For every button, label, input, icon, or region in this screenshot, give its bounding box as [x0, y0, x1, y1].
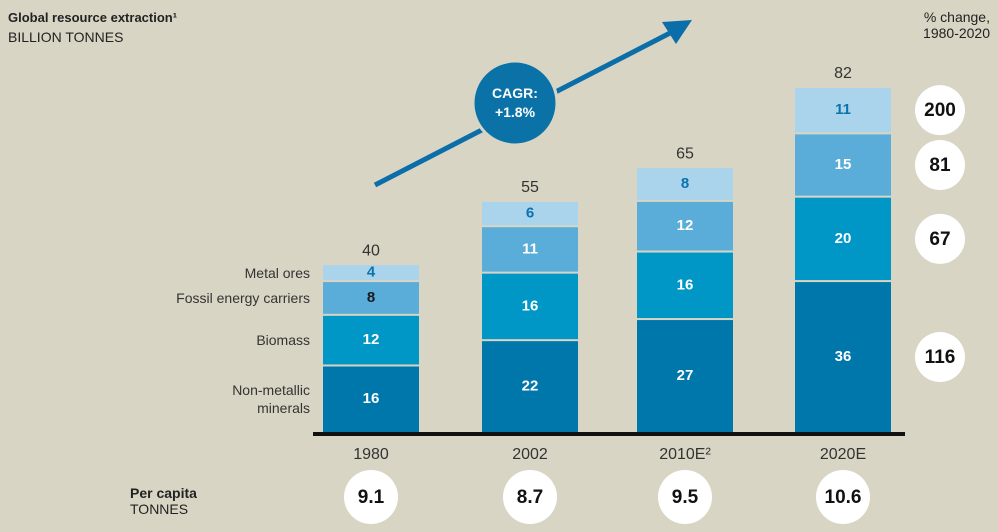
bar-segment: [795, 134, 891, 196]
per-capita-value: 9.5: [672, 487, 699, 508]
total-label: 55: [521, 179, 539, 196]
per-capita-value: 8.7: [517, 487, 543, 508]
total-label: 65: [676, 145, 694, 162]
bar-segment: [482, 341, 578, 432]
segment-label: 11: [522, 240, 538, 257]
per-capita-circle: [344, 470, 398, 524]
per-capita-circle: [816, 470, 870, 524]
cagr-circle: [471, 59, 559, 147]
change-circle: [915, 85, 965, 136]
segment-label: 4: [367, 264, 376, 281]
segment-label: 20: [835, 230, 852, 247]
chart-title: Global resource extraction¹: [8, 10, 178, 25]
legend-label: Fossil energy carriers: [176, 289, 310, 306]
x-tick-label: 2020E: [820, 446, 866, 463]
x-tick-label: 1980: [353, 446, 389, 463]
per-capita-label: Per capita: [130, 485, 197, 501]
segment-label: 15: [835, 156, 852, 173]
per-capita-value: 10.6: [825, 487, 862, 508]
segment-label: 27: [677, 367, 694, 384]
legend-label: Biomass: [256, 332, 310, 349]
segment-label: 16: [522, 297, 539, 314]
bar-segment: [323, 282, 419, 314]
segment-label: 8: [681, 175, 689, 192]
change-label: 67: [929, 229, 950, 250]
bar-segment: [795, 282, 891, 432]
bar-segment: [637, 320, 733, 432]
bar-segment: [323, 366, 419, 432]
segment-label: 22: [522, 378, 539, 395]
bar-segment: [637, 168, 733, 200]
change-circle: [915, 332, 965, 383]
segment-label: 11: [835, 101, 851, 118]
arrow-head: [662, 20, 692, 44]
change-circle: [915, 213, 965, 264]
change-label: 81: [929, 155, 951, 176]
bar-segment: [637, 201, 733, 251]
segment-label: 16: [677, 276, 694, 293]
per-capita-value: 9.1: [358, 487, 385, 508]
bar-segment: [795, 197, 891, 281]
per-capita-circle: [658, 470, 712, 524]
legend-label: Non-metallic minerals: [232, 382, 310, 417]
segment-label: 36: [835, 348, 852, 365]
total-label: 82: [834, 65, 852, 82]
segment-label: 6: [526, 205, 534, 222]
bar-segment: [795, 87, 891, 133]
total-label: 40: [362, 242, 380, 259]
x-tick-label: 2002: [512, 446, 548, 463]
segment-label: 16: [363, 390, 380, 407]
change-label: 116: [925, 347, 956, 368]
annotation: CAGR: +1.8%: [492, 85, 538, 120]
bar-segment: [323, 265, 419, 281]
bar-segment: [637, 252, 733, 319]
per-capita-unit: TONNES: [130, 501, 189, 517]
segment-label: 12: [363, 331, 380, 348]
x-tick-label: 2010E²: [659, 446, 711, 463]
change-circle: [915, 140, 965, 191]
segment-label: 12: [677, 217, 694, 234]
per-capita-circle: [503, 470, 557, 524]
legend-label: Metal ores: [244, 264, 310, 281]
bar-segment: [482, 201, 578, 226]
change-label: 200: [924, 100, 956, 121]
bar-segment: [482, 273, 578, 340]
change-title: % change, 1980-2020: [923, 9, 990, 41]
bar-segment: [323, 315, 419, 365]
segment-label: 8: [367, 289, 375, 306]
chart-subtitle: BILLION TONNES: [8, 29, 124, 45]
bar-segment: [482, 227, 578, 272]
